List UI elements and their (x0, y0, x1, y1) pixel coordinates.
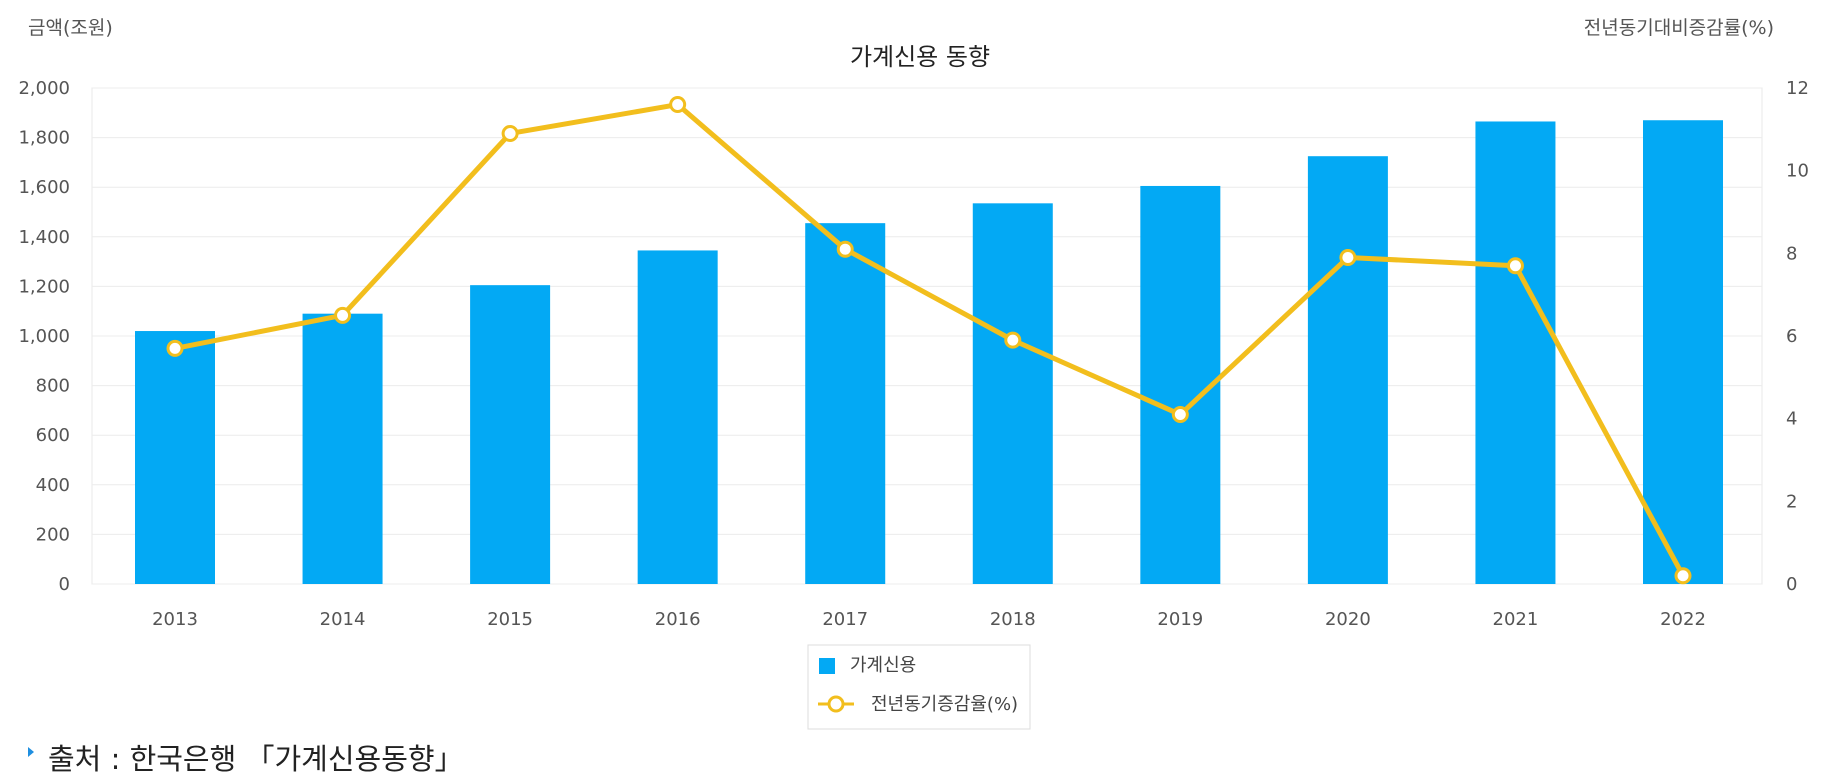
line-point (166, 339, 184, 357)
bullet-triangle-icon (28, 747, 34, 757)
right-tick-label: 10 (1786, 161, 1809, 182)
line-point (1171, 406, 1189, 424)
line-point (1674, 567, 1692, 585)
left-axis-title: 금액(조원) (28, 17, 113, 39)
right-axis-title: 전년동기대비증감률(%) (1584, 17, 1774, 39)
x-tick-label: 2013 (152, 609, 198, 630)
line-point (836, 240, 854, 258)
bar-series (135, 120, 1723, 585)
bar (1140, 185, 1221, 584)
bar (805, 223, 886, 584)
left-tick-label: 400 (36, 475, 70, 496)
bar (1643, 120, 1723, 585)
chart-title: 가계신용 동향 (850, 43, 990, 71)
legend-line-marker (827, 695, 845, 713)
left-tick-label: 1,800 (18, 128, 70, 149)
left-tick-label: 1,000 (18, 326, 70, 347)
legend-line-label: 전년동기증감율(%) (871, 694, 1018, 715)
legend-bar-label: 가계신용 (850, 655, 916, 676)
x-tick-label: 2020 (1325, 609, 1371, 630)
right-tick-label: 8 (1786, 243, 1797, 264)
left-tick-label: 2,000 (18, 78, 70, 99)
x-tick-label: 2016 (655, 609, 701, 630)
bar (637, 250, 718, 584)
x-tick-label: 2014 (320, 609, 366, 630)
bar (1475, 121, 1556, 584)
x-axis-ticks: 2013 2014 2015 2016 2017 2018 2019 2020 2021 2022 (152, 609, 1706, 630)
legend: 가계신용 전년동기증감율(%) (807, 644, 1031, 730)
x-tick-label: 2017 (822, 609, 868, 630)
line-point (334, 306, 352, 324)
left-tick-label: 1,200 (18, 276, 70, 297)
line-point (1004, 331, 1022, 349)
bar (302, 313, 383, 584)
right-axis-ticks: 0 2 4 6 8 10 12 (1786, 78, 1809, 595)
bar (470, 285, 551, 584)
right-tick-label: 2 (1786, 491, 1797, 512)
line-point (669, 96, 687, 114)
source-text: 출처 : 한국은행 「가계신용동향」 (48, 742, 464, 776)
left-axis-ticks: 0 200 400 600 800 1,000 1,200 1,400 1,600 1,800 2,… (18, 78, 70, 595)
source-note: 출처 : 한국은행 「가계신용동향」 (28, 736, 464, 778)
line-series (166, 96, 1692, 585)
legend-box (807, 644, 1031, 730)
x-tick-label: 2018 (990, 609, 1036, 630)
x-tick-label: 2021 (1493, 609, 1539, 630)
legend-bar-swatch (819, 658, 835, 674)
right-tick-label: 4 (1786, 409, 1797, 430)
right-tick-label: 12 (1786, 78, 1809, 99)
x-tick-label: 2015 (487, 609, 533, 630)
right-tick-label: 0 (1786, 574, 1797, 595)
line-point (501, 124, 519, 142)
left-tick-label: 1,600 (18, 177, 70, 198)
bar (972, 203, 1053, 584)
right-tick-label: 6 (1786, 326, 1797, 347)
line-point (1506, 257, 1524, 275)
growth-rate-line (172, 102, 1686, 579)
left-tick-label: 0 (59, 574, 70, 595)
bar (1307, 156, 1388, 584)
left-tick-label: 600 (36, 425, 70, 446)
left-tick-label: 1,400 (18, 227, 70, 248)
x-tick-label: 2022 (1660, 609, 1706, 630)
line-point (1339, 248, 1357, 266)
x-tick-label: 2019 (1157, 609, 1203, 630)
left-tick-label: 200 (36, 524, 70, 545)
bar (135, 331, 215, 584)
left-tick-label: 800 (36, 376, 70, 397)
